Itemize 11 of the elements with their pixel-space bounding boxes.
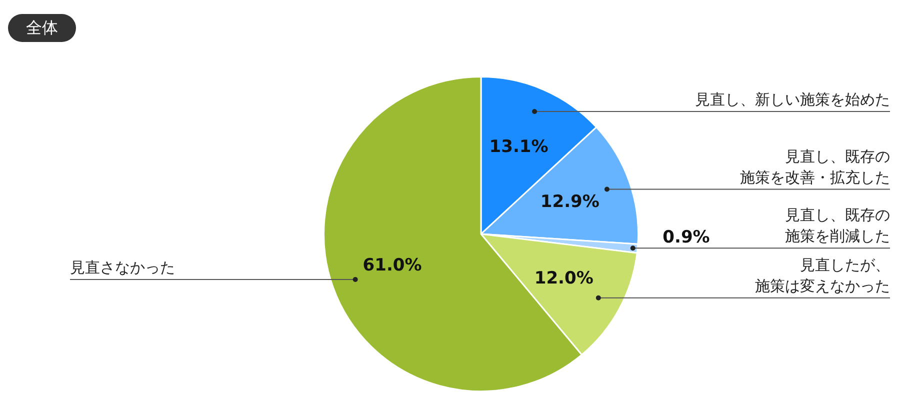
slice-label: 見直し、既存の施策を改善・拡充した (740, 147, 890, 186)
slice-label: 見直さなかった (70, 258, 175, 277)
slice-label: 見直し、新しい施策を始めた (695, 90, 890, 109)
chart-title: 全体 (8, 14, 76, 42)
data-label: 12.9% (540, 192, 600, 212)
data-label: 0.9% (662, 228, 710, 248)
data-label: 61.0% (362, 256, 422, 276)
data-label: 13.1% (489, 136, 548, 157)
data-label: 12.0% (534, 268, 594, 289)
slice-label: 見直したが、施策は変えなかった (755, 256, 890, 295)
slice-label: 見直し、既存の施策を削減した (785, 206, 890, 246)
